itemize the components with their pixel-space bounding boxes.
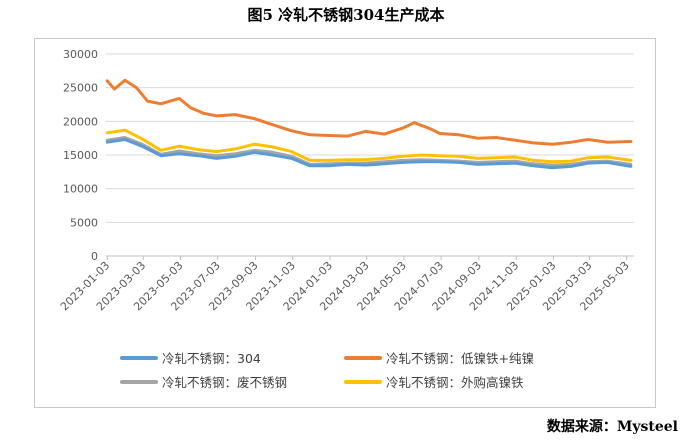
series-line-3 — [105, 128, 633, 164]
data-source: 数据来源：Mysteel — [546, 419, 678, 435]
series-line-2 — [105, 136, 633, 167]
chart-title: 图5 冷轧不锈钢304生产成本 — [247, 6, 445, 24]
y-tick-label: 30000 — [63, 48, 98, 61]
legend-label-2: 冷轧不锈钢：废不锈钢 — [162, 375, 287, 390]
series-line-1 — [105, 78, 633, 146]
series-line-0 — [105, 138, 633, 170]
y-tick-label: 10000 — [63, 183, 98, 196]
y-tick-label: 15000 — [63, 149, 98, 162]
chart-frame — [34, 38, 656, 408]
legend-label-3: 冷轧不锈钢：外购高镍铁 — [386, 375, 524, 390]
legend-label-1: 冷轧不锈钢：低镍铁+纯镍 — [386, 351, 534, 366]
y-tick-label: 25000 — [63, 82, 98, 95]
y-tick-label: 20000 — [63, 115, 98, 128]
legend-label-0: 冷轧不锈钢：304 — [162, 351, 261, 366]
y-tick-label: 0 — [91, 250, 98, 263]
y-tick-label: 5000 — [70, 216, 98, 229]
